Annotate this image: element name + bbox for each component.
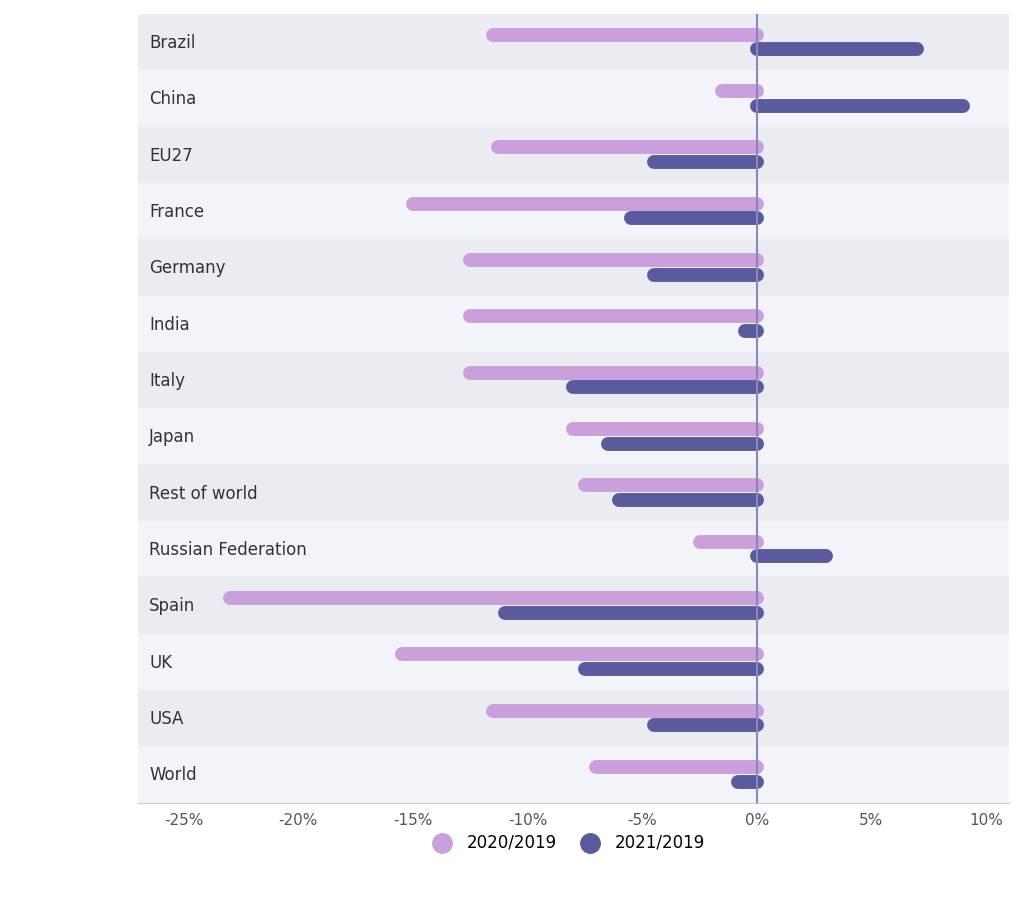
Text: USA: USA (150, 710, 183, 727)
Text: World: World (150, 765, 197, 783)
Bar (138, 746, 1009, 803)
Text: Rest of world: Rest of world (150, 485, 258, 502)
Legend: 2020/2019, 2021/2019: 2020/2019, 2021/2019 (435, 826, 712, 857)
Bar (138, 296, 1009, 353)
Text: Italy: Italy (150, 372, 185, 390)
Text: Brazil: Brazil (150, 34, 196, 52)
Bar (138, 578, 1009, 634)
Bar (138, 466, 1009, 521)
Bar (138, 691, 1009, 746)
Bar (138, 128, 1009, 184)
Text: India: India (150, 315, 190, 333)
Bar (138, 353, 1009, 409)
Bar (138, 184, 1009, 240)
Text: Spain: Spain (150, 597, 196, 615)
Text: UK: UK (150, 653, 172, 671)
Text: France: France (150, 203, 205, 220)
Text: EU27: EU27 (150, 147, 194, 165)
Text: Russian Federation: Russian Federation (150, 540, 307, 558)
Bar (138, 240, 1009, 296)
Text: Germany: Germany (150, 259, 226, 277)
Bar (138, 15, 1009, 71)
Bar (138, 71, 1009, 128)
Bar (138, 409, 1009, 466)
Bar (138, 634, 1009, 691)
Text: Japan: Japan (150, 428, 196, 446)
Bar (138, 521, 1009, 578)
Text: China: China (150, 90, 197, 108)
